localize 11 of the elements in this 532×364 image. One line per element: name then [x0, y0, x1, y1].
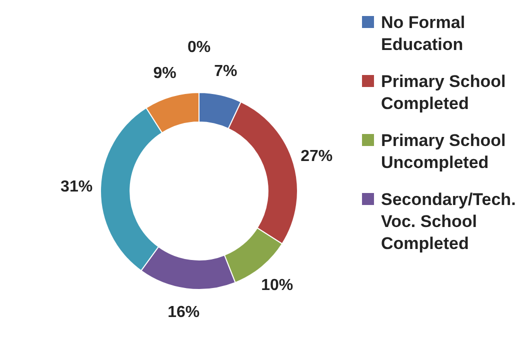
- legend-label: No Formal Education: [381, 12, 466, 56]
- data-label: 7%: [214, 62, 238, 80]
- legend-label: Secondary/Tech. Voc. School Completed: [381, 189, 517, 255]
- legend-label: Primary School Uncompleted: [381, 130, 507, 174]
- text: 0%: [187, 38, 211, 56]
- data-label: 16%: [168, 304, 200, 321]
- legend-label: Primary School Completed: [381, 71, 507, 115]
- data-label: 9%: [153, 64, 176, 82]
- data-label: 10%: [261, 276, 294, 294]
- data-label: 27%: [300, 148, 333, 166]
- data-label: 31%: [60, 178, 93, 196]
